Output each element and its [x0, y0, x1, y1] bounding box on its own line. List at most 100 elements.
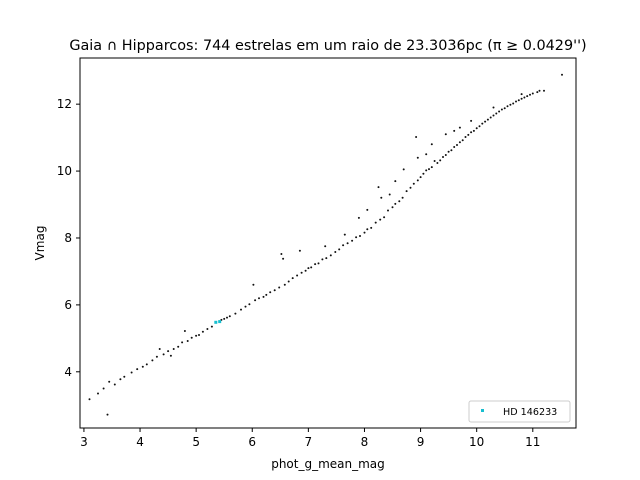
scatter-point	[183, 330, 186, 332]
scatter-point	[447, 150, 450, 153]
scatter-point	[206, 328, 209, 330]
x-tick-label: 8	[361, 435, 369, 449]
scatter-point	[123, 375, 126, 378]
scatter-point	[412, 182, 415, 185]
scatter-point	[415, 136, 418, 138]
scatter-point	[409, 186, 412, 189]
scatter-point	[258, 297, 260, 300]
y-tick-label: 8	[64, 231, 72, 245]
scatter-point	[444, 154, 447, 156]
scatter-point	[503, 107, 506, 110]
scatter-point	[388, 193, 391, 196]
scatter-point	[262, 295, 265, 298]
scatter-point	[169, 354, 172, 357]
scatter-point	[422, 172, 425, 175]
x-tick-label: 6	[248, 435, 256, 449]
scatter-point	[287, 280, 290, 283]
scatter-point	[119, 378, 122, 381]
scatter-point	[543, 89, 545, 92]
scatter-point	[398, 200, 401, 203]
scatter-point	[357, 216, 360, 219]
scatter-point	[359, 235, 361, 237]
scatter-point	[334, 251, 337, 253]
chart-title: Gaia ∩ Hipparcos: 744 estrelas em um rai…	[69, 38, 586, 54]
scatter-point	[450, 149, 453, 152]
scatter-point	[430, 143, 433, 146]
scatter-point	[405, 190, 408, 193]
scatter-point	[401, 196, 404, 199]
y-tick-label: 4	[64, 365, 72, 379]
scatter-point	[228, 315, 231, 318]
scatter-point	[346, 242, 349, 245]
scatter-point	[280, 253, 283, 255]
scatter-point	[433, 160, 436, 162]
axes-frame	[79, 57, 577, 429]
scatter-point	[402, 168, 405, 171]
scatter-point	[366, 208, 369, 211]
scatter-point	[498, 110, 501, 113]
scatter-point	[269, 291, 272, 294]
scatter-point	[310, 266, 313, 269]
legend-label: HD 146233	[503, 407, 557, 418]
scatter-point	[481, 122, 484, 125]
scatter-point	[273, 289, 276, 292]
scatter-point	[470, 119, 473, 122]
data-points	[88, 73, 563, 416]
x-axis: 3 4 5 6 7 8 9 10 11	[80, 428, 540, 449]
scatter-point	[419, 176, 422, 179]
scatter-point	[283, 283, 286, 286]
scatter-point	[97, 392, 99, 395]
scatter-point	[492, 106, 495, 109]
plot-area	[79, 57, 577, 429]
scatter-point	[314, 263, 317, 266]
scatter-point	[298, 249, 301, 252]
y-axis-label: Vmag	[33, 226, 47, 261]
scatter-point	[561, 73, 563, 76]
highlight-points	[214, 320, 222, 324]
scatter-point	[291, 277, 294, 280]
scatter-point	[470, 131, 473, 134]
scatter-point	[181, 341, 184, 344]
scatter-point	[254, 299, 257, 302]
y-tick-label: 10	[57, 164, 72, 178]
scatter-point	[151, 359, 154, 362]
scatter-point	[391, 206, 394, 209]
scatter-point	[136, 368, 139, 371]
scatter-point	[492, 114, 495, 117]
scatter-point	[278, 286, 281, 289]
scatter-point	[458, 141, 461, 144]
x-tick-label: 4	[136, 435, 144, 449]
x-axis-label: phot_g_mean_mag	[271, 457, 385, 471]
scatter-point	[416, 179, 419, 182]
x-tick-label: 9	[417, 435, 425, 449]
scatter-point	[366, 228, 369, 231]
scatter-point	[430, 166, 433, 169]
scatter-point	[248, 303, 251, 306]
scatter-point	[456, 144, 458, 146]
scatter-point	[467, 133, 470, 136]
scatter-point	[113, 383, 116, 386]
x-tick-label: 7	[305, 435, 313, 449]
scatter-point	[484, 120, 487, 123]
scatter-point	[158, 348, 161, 350]
scatter-point	[489, 116, 492, 119]
scatter-point	[380, 196, 383, 199]
scatter-point	[486, 118, 489, 121]
scatter-point	[436, 162, 439, 164]
scatter-point	[265, 293, 268, 296]
scatter-point	[317, 262, 320, 265]
scatter-point	[201, 330, 204, 333]
x-tick-label: 11	[525, 435, 540, 449]
scatter-point	[509, 103, 512, 106]
scatter-point	[329, 254, 332, 257]
scatter-point	[515, 100, 517, 103]
scatter-point	[141, 365, 144, 368]
scatter-point	[526, 95, 529, 98]
scatter-point	[226, 316, 228, 319]
x-tick-label: 10	[469, 435, 484, 449]
scatter-point	[495, 112, 498, 115]
y-tick-label: 12	[57, 97, 72, 111]
scatter-point	[475, 127, 478, 130]
scatter-point	[425, 169, 428, 172]
scatter-point	[240, 308, 242, 311]
